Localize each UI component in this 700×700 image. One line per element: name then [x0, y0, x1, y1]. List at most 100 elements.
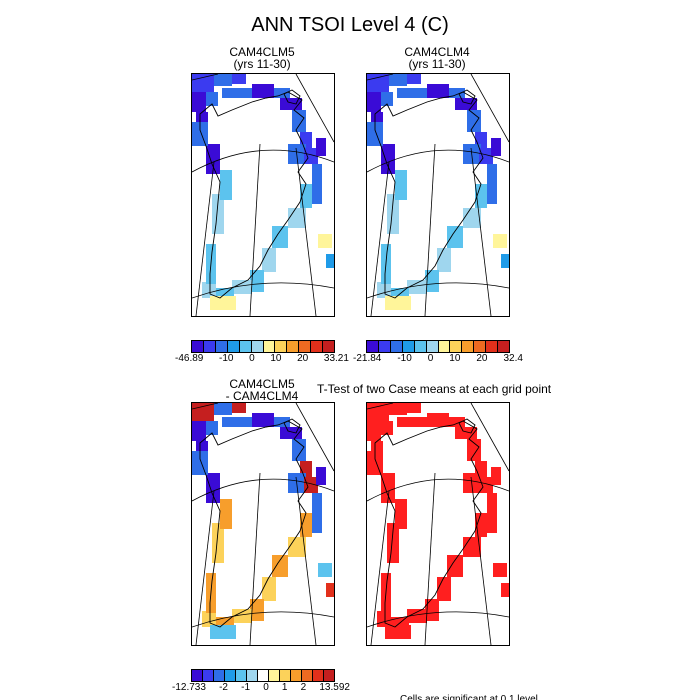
- grid-cell: [210, 296, 236, 310]
- grid-cell: [274, 417, 290, 427]
- grid-cell: [250, 270, 264, 292]
- coastline: [374, 91, 484, 299]
- coastline: [199, 420, 309, 628]
- grid-cell: [397, 88, 427, 98]
- cb1-label: 0: [249, 353, 255, 364]
- grid-cell: [292, 110, 306, 132]
- colorbar-swatch: [311, 341, 324, 352]
- cb3-label: -12.733: [172, 682, 206, 693]
- colorbar-swatch: [378, 341, 391, 352]
- grid-cell: [385, 296, 411, 310]
- grid-cell: [475, 184, 487, 208]
- parallel-line: [367, 149, 509, 173]
- meridian-line: [295, 147, 317, 316]
- grid-cell: [487, 493, 497, 533]
- coastline: [199, 91, 309, 299]
- grid-cell: [222, 88, 252, 98]
- colorbar-swatch: [498, 341, 510, 352]
- grid-cell: [367, 92, 381, 112]
- panel2-title-line1: CAM4CLM4: [404, 45, 470, 59]
- grid-cell: [397, 417, 427, 427]
- map-ttest: [367, 403, 509, 645]
- parallel-line: [367, 478, 509, 502]
- colorbar-swatch: [299, 341, 312, 352]
- grid-cell: [232, 403, 246, 413]
- colorbar-swatch: [275, 341, 288, 352]
- colorbar-swatch: [438, 341, 451, 352]
- colorbar-swatch: [323, 341, 335, 352]
- grid-cell: [479, 477, 493, 493]
- grid-cell: [316, 138, 326, 156]
- grid-cell: [326, 583, 334, 597]
- grid-cell: [262, 577, 276, 601]
- grid-cell: [449, 417, 465, 427]
- grid-cell: [447, 226, 463, 248]
- grid-cell: [292, 439, 306, 461]
- grid-cell: [196, 441, 208, 451]
- colorbar-swatch: [390, 341, 403, 352]
- colorbar-swatch: [414, 341, 427, 352]
- meridian-line: [295, 74, 334, 143]
- meridian-line: [424, 143, 436, 316]
- grid-cell: [387, 194, 399, 234]
- grid-cell: [210, 625, 236, 639]
- colorbar-swatch: [236, 670, 247, 681]
- grid-cell: [304, 148, 318, 164]
- grid-cell: [206, 421, 218, 435]
- panel1-title-line1: CAM4CLM5: [229, 45, 295, 59]
- panel3-title: CAM4CLM5 - CAM4CLM4: [191, 378, 333, 402]
- cb2-label: 32.4: [503, 353, 523, 364]
- parallel-line: [367, 611, 509, 628]
- parallel-line: [192, 282, 334, 299]
- grid-cell: [475, 513, 487, 537]
- grid-cell: [300, 513, 312, 537]
- grid-cell: [407, 403, 421, 413]
- grid-cell: [487, 164, 497, 204]
- grid-cell: [395, 170, 407, 200]
- cb3-label: 2: [300, 682, 307, 693]
- grid-cell: [232, 280, 252, 294]
- colorbar-swatch: [192, 670, 203, 681]
- meridian-line: [367, 74, 394, 81]
- meridian-line: [424, 472, 436, 645]
- meridian-line: [470, 147, 492, 316]
- grid-cell: [196, 112, 208, 122]
- colorbar-cam4clm4-labels: -21.84 -10 0 10 20 32.4: [353, 353, 523, 364]
- colorbar-swatch: [367, 341, 379, 352]
- grid-cell: [387, 523, 399, 563]
- meridian-line: [192, 403, 219, 410]
- cb1-label: 10: [270, 353, 282, 364]
- cb3-label: 0: [263, 682, 269, 693]
- grid-cell: [385, 625, 411, 639]
- grid-cell: [206, 473, 220, 503]
- grid-cell: [220, 499, 232, 529]
- grid-cell: [493, 234, 507, 248]
- colorbar-difference: [191, 669, 335, 682]
- grid-cell: [491, 467, 501, 485]
- grid-cell: [371, 112, 383, 122]
- colorbar-swatch: [258, 670, 269, 681]
- cb3-label: -1: [241, 682, 251, 693]
- grid-cell: [395, 499, 407, 529]
- meridian-line: [295, 476, 317, 645]
- grid-cell: [425, 599, 439, 621]
- map-cam4clm5: [192, 74, 334, 316]
- cb2-label: -10: [397, 353, 412, 364]
- grid-cell: [367, 74, 389, 92]
- coastline-island: [458, 89, 476, 105]
- colorbar-swatch: [291, 670, 302, 681]
- colorbar-swatch: [251, 341, 264, 352]
- grid-cell: [381, 144, 395, 174]
- map-panel-ttest: [366, 402, 510, 646]
- grid-cell: [449, 88, 465, 98]
- grid-cell: [214, 74, 232, 86]
- grid-cell: [318, 563, 332, 577]
- grid-cell: [467, 110, 481, 132]
- grid-cell: [326, 254, 334, 268]
- colorbar-swatch: [214, 670, 225, 681]
- grid-cell: [427, 413, 449, 427]
- cb2-label: 0: [427, 353, 434, 364]
- meridian-line: [470, 74, 509, 143]
- grid-cell: [232, 609, 252, 623]
- grid-cell: [206, 92, 218, 106]
